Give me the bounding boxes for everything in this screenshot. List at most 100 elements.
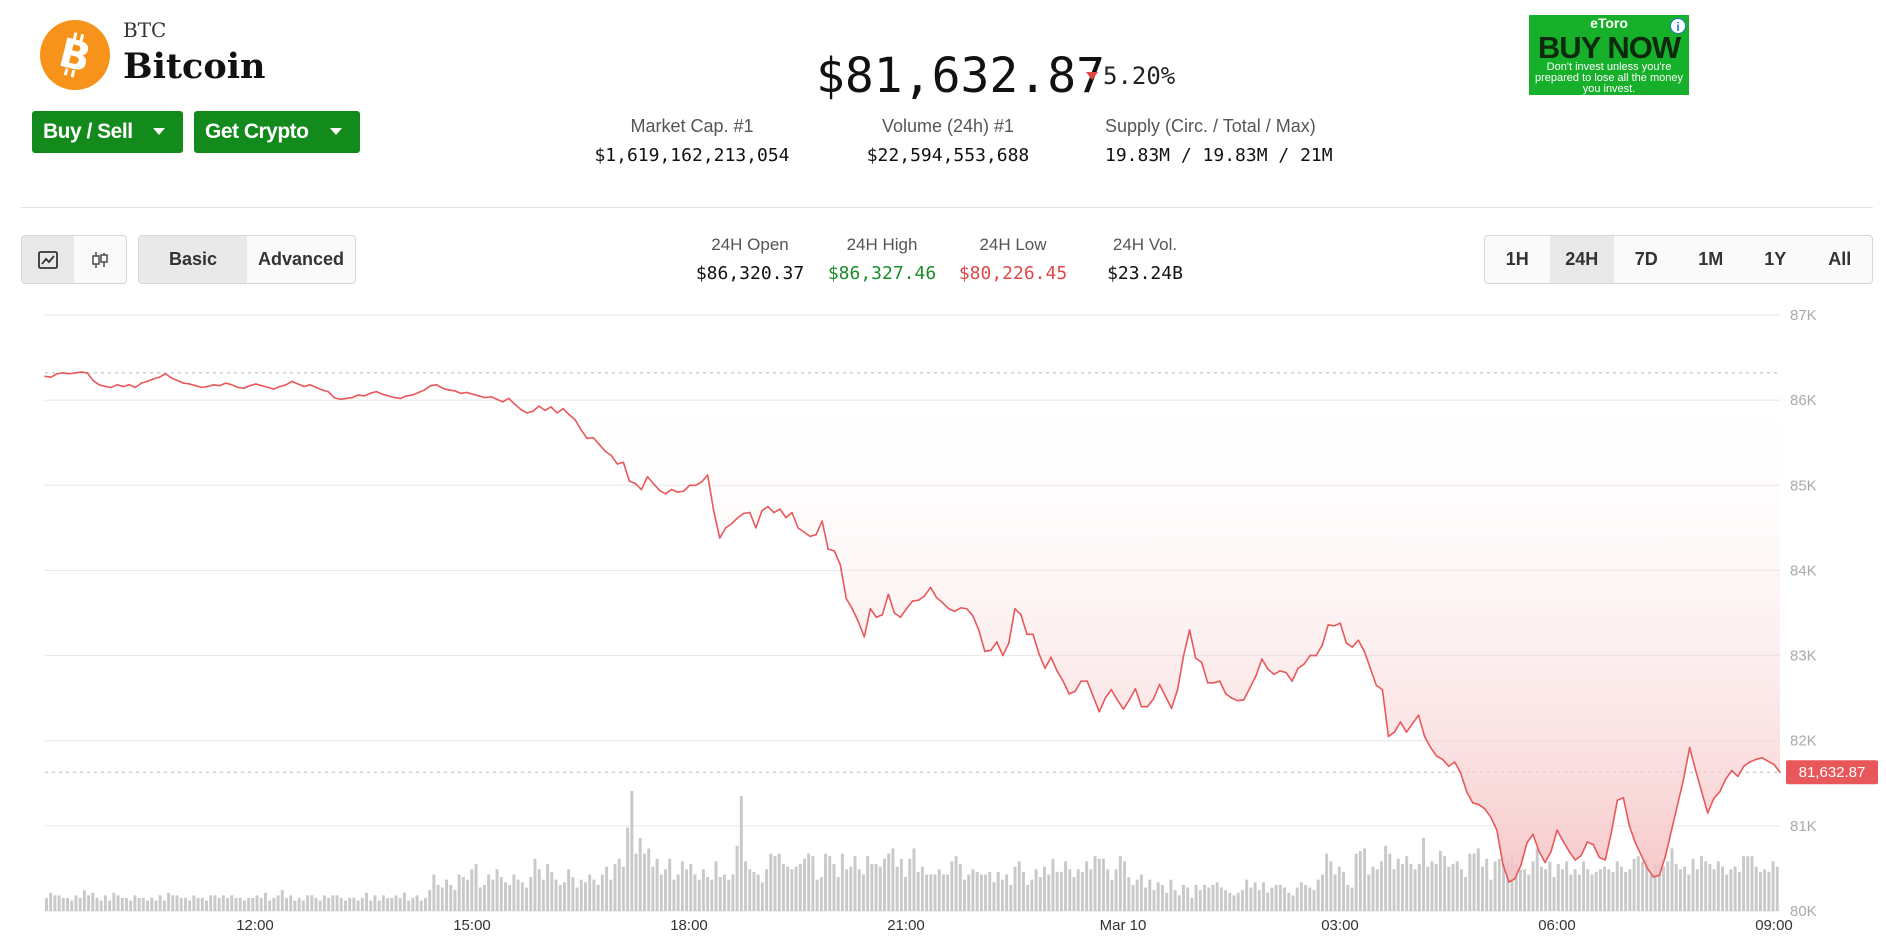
volume-bar — [929, 874, 933, 911]
high-24h-value: $86,327.46 — [827, 263, 937, 284]
ad-disclaimer: Don't invest unless you're prepared to l… — [1535, 61, 1683, 95]
volume-bar — [1459, 869, 1463, 911]
volume-bar — [925, 874, 929, 911]
range-1y[interactable]: 1Y — [1764, 249, 1787, 269]
volume-bar — [1156, 882, 1160, 911]
price-line-segment — [375, 390, 384, 395]
volume-bar — [1043, 866, 1046, 911]
volume-bar — [840, 853, 844, 911]
price-change-percent: 5.20% — [1103, 62, 1176, 90]
ad-brand: eToro — [1590, 15, 1628, 31]
volume-bar — [272, 897, 276, 911]
volume-bar — [1409, 864, 1413, 911]
volume-bar — [125, 897, 128, 911]
volume-bar — [1619, 866, 1623, 911]
price-line-segment — [1146, 698, 1155, 708]
volume-bar — [356, 900, 360, 911]
volume-bar — [373, 895, 377, 911]
volume-bar — [941, 874, 945, 911]
volume-bar — [461, 877, 465, 911]
price-line-segment — [1694, 769, 1703, 793]
range-7d[interactable]: 7D — [1634, 249, 1658, 269]
price-line-segment — [1646, 867, 1655, 878]
volume-bar — [937, 869, 941, 911]
range-1m[interactable]: 1M — [1698, 249, 1724, 269]
volume-bar — [1615, 861, 1619, 911]
y-tick-label: 83K — [1790, 648, 1817, 665]
volume-bar — [1270, 887, 1274, 911]
volume-bar — [861, 874, 865, 911]
volume-bar — [824, 853, 828, 911]
volume-bar — [1561, 869, 1564, 911]
volume-bar — [769, 853, 773, 911]
volume-bar — [1026, 884, 1030, 911]
volume-bar — [1038, 877, 1042, 911]
volume-bar — [1624, 871, 1628, 911]
volume-bar — [1388, 853, 1392, 911]
price-line-segment — [1556, 829, 1564, 842]
price-line-segment — [508, 397, 516, 406]
x-tick-label: 15:00 — [453, 917, 491, 934]
price-line-segment — [1218, 680, 1227, 695]
get-crypto-button[interactable]: Get Crypto — [194, 111, 360, 153]
price-line-segment — [827, 548, 835, 552]
price-line-segment — [1267, 668, 1275, 676]
price-line-segment — [1056, 670, 1064, 682]
volume-bar — [209, 895, 213, 911]
price-line-segment — [447, 389, 456, 392]
price-line-segment — [62, 372, 70, 375]
info-icon[interactable]: i — [1670, 18, 1686, 34]
volume-bar — [179, 897, 183, 911]
volume-bar — [268, 900, 272, 911]
range-all[interactable]: All — [1828, 249, 1852, 269]
price-line-segment — [321, 389, 329, 393]
range-24h[interactable]: 24H — [1549, 236, 1614, 283]
volume-bar — [592, 879, 596, 911]
price-line-segment — [706, 474, 715, 512]
price-line-segment — [1297, 663, 1305, 670]
price-chart[interactable]: 87K 86K 85K 84K 83K 82K 81K 80K 12:00 15:00 18:00 2… — [0, 300, 1886, 944]
volume-bar — [255, 895, 259, 911]
coin-symbol: BTC — [123, 18, 167, 42]
volume-bar — [453, 890, 457, 911]
volume-bar — [1392, 869, 1396, 911]
price-line-segment — [1333, 622, 1342, 627]
volume-bar — [1278, 884, 1282, 911]
price-line-segment — [411, 391, 420, 396]
volume-bar — [836, 877, 840, 911]
candlestick-icon[interactable] — [74, 236, 126, 283]
basic-tab[interactable]: Basic — [139, 236, 247, 283]
etoro-ad-banner[interactable]: eToro BUY NOW Don't invest unless you're… — [1529, 15, 1689, 95]
volume-bar — [1080, 871, 1084, 911]
line-chart-icon[interactable] — [22, 236, 74, 283]
volume-bar — [1763, 869, 1767, 911]
volume-bar — [1114, 869, 1118, 911]
price-line-segment — [1502, 863, 1510, 883]
volume-bar — [1253, 882, 1257, 911]
price-line-segment — [514, 403, 522, 411]
volume-bar — [849, 866, 853, 911]
price-line-segment — [761, 505, 769, 512]
volume-bar — [297, 897, 301, 911]
volume-bar — [1059, 871, 1063, 911]
volume-bar — [819, 877, 823, 911]
buy-sell-button[interactable]: Buy / Sell — [32, 111, 183, 153]
volume-bar — [466, 879, 470, 911]
price-line-segment — [471, 393, 480, 397]
range-1h[interactable]: 1H — [1505, 249, 1529, 269]
volume-bar — [920, 866, 924, 911]
price-line-segment — [791, 511, 799, 529]
volume-bar — [1455, 861, 1459, 911]
advanced-tab[interactable]: Advanced — [257, 249, 345, 269]
volume-bar — [642, 853, 646, 911]
volume-bar — [617, 858, 621, 911]
volume-bar — [310, 895, 314, 911]
volume-bar — [529, 877, 533, 911]
volume-bar — [1312, 890, 1316, 911]
x-tick-label: Mar 10 — [1100, 917, 1147, 934]
price-line-segment — [224, 382, 233, 386]
volume-bar — [891, 848, 895, 911]
volume-bar — [706, 877, 710, 911]
price-line-segment — [947, 607, 956, 613]
volume-bar — [487, 874, 491, 911]
